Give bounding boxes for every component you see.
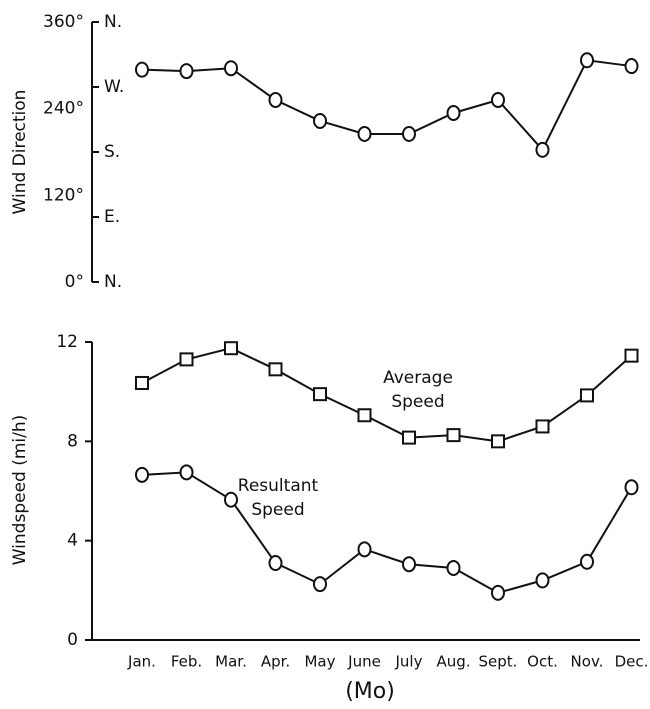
marker [580,388,594,403]
direction-label: W. [104,77,124,97]
marker [402,430,416,445]
y-axis-label: Wind Direction [10,90,30,215]
marker [624,479,639,496]
marker [535,141,550,158]
y-tick-label: 240° [43,99,84,119]
marker [402,556,416,573]
series-label: Average Speed [383,368,453,412]
marker [491,584,505,601]
marker [135,375,149,390]
marker [313,112,327,129]
marker [313,387,327,402]
marker [135,61,149,78]
marker [268,555,283,572]
marker [446,428,461,443]
x-tick-label: Dec. [615,653,649,671]
marker [446,105,461,121]
x-tick-label: Nov. [571,653,604,671]
series-line [141,347,633,443]
marker [268,92,283,108]
marker [491,434,505,449]
x-tick-label: Apr. [261,653,290,671]
y-tick-label: 0° [65,272,84,292]
marker [135,466,149,483]
y-tick-label: 4 [67,531,78,551]
marker [402,125,416,142]
marker [580,52,594,69]
x-tick-label: July [395,653,423,671]
marker [535,419,550,434]
series-line [141,471,633,594]
x-tick-label: June [347,653,381,671]
y-tick-label: 0 [67,630,78,650]
series-label: Resultant Speed [238,476,319,520]
marker [446,559,461,576]
series-line [141,59,632,152]
y-axis-label: Windspeed (mi/h) [10,415,30,566]
y-tick-label: 12 [56,332,78,352]
x-tick-label: Oct. [527,653,558,671]
direction-label: N. [104,12,122,32]
x-tick-label: Jan. [127,653,156,671]
marker [179,63,194,80]
marker [179,464,194,481]
x-axis-label: (Mo) [345,679,395,704]
marker [535,572,550,589]
x-tick-label: Aug. [436,653,470,671]
marker [624,348,639,363]
y-tick-label: 120° [43,185,84,205]
marker [624,58,639,75]
marker [313,576,327,593]
x-tick-label: Sept. [479,653,518,671]
x-tick-label: May [304,653,335,671]
x-tick-label: Mar. [215,653,247,671]
marker [357,541,372,558]
marker [224,341,238,356]
marker [224,491,238,508]
direction-label: N. [104,272,122,292]
x-tick-label: Feb. [171,653,202,671]
marker [268,362,283,377]
y-tick-label: 360° [43,12,84,32]
marker [491,92,505,108]
direction-label: S. [104,142,120,162]
marker [357,125,372,142]
direction-label: E. [104,207,120,227]
marker [224,60,238,77]
marker [357,408,372,423]
y-tick-label: 8 [67,431,78,451]
marker [580,553,594,570]
marker [179,352,194,367]
